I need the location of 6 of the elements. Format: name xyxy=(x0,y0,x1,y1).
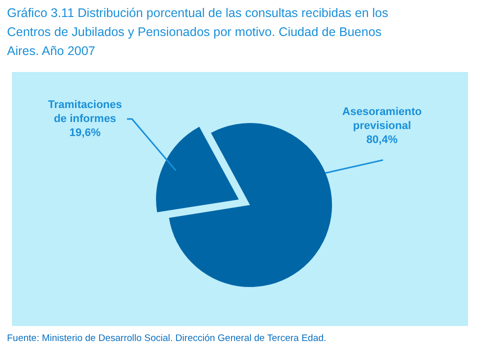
data-label: 80,4% xyxy=(366,134,398,146)
slice-label: Asesoramiento previsional xyxy=(342,106,422,132)
data-label: 19,6% xyxy=(69,127,101,140)
source-note: Fuente: Ministerio de Desarrollo Social. Dirección General de Tercera Edad. xyxy=(7,333,326,344)
slice-label: Tramitaciones de informes xyxy=(48,99,122,126)
chart-title: Gráfico 3.11 Distribución porcentual de las consultas recibidas en los Centros de Jubilados y Pensionados por motivo. Ciudad de Buenos Aires. Año 2007 xyxy=(7,5,390,60)
